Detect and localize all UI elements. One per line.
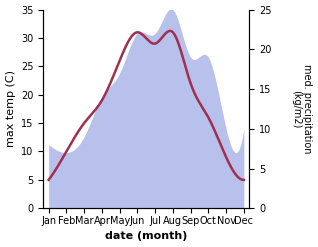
X-axis label: date (month): date (month) bbox=[105, 231, 187, 242]
Y-axis label: max temp (C): max temp (C) bbox=[5, 70, 16, 147]
Y-axis label: med. precipitation
(kg/m2): med. precipitation (kg/m2) bbox=[291, 64, 313, 154]
